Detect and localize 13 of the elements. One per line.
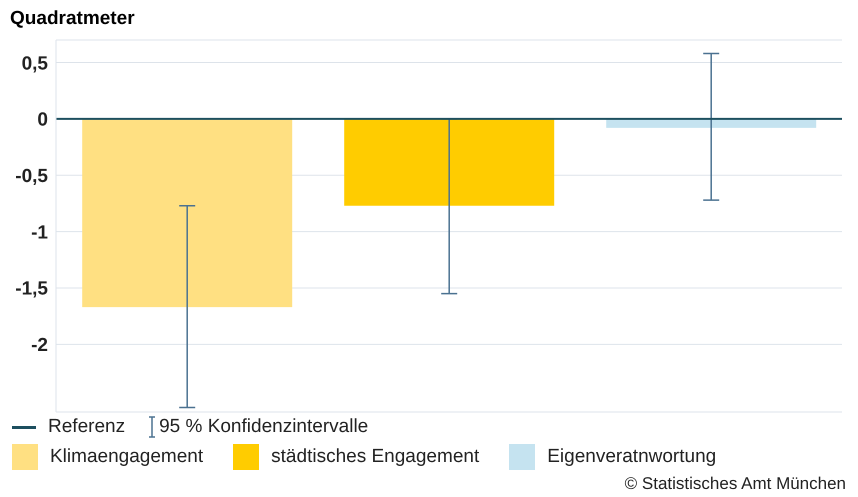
y-tick-label: 0 (37, 110, 48, 131)
y-tick-label: -0,5 (15, 166, 48, 188)
y-tick-label: -2 (31, 335, 48, 356)
text: © Statistisches Amt München (624, 474, 846, 494)
legend-label: Eigenveratnwortung (546, 445, 716, 469)
y-tick-label: -1,5 (15, 278, 48, 300)
legend-label: Klimaengagement (49, 445, 204, 469)
y-tick-label: 0,5 (22, 53, 48, 74)
legend-label: städtisches Engagement (270, 445, 480, 469)
y-tick-label: -1 (31, 222, 48, 244)
text: 95 % Konfidenzintervalle (158, 415, 368, 439)
y-axis-title: Quadratmeter (10, 8, 136, 31)
legend-label: Referenz (47, 416, 126, 438)
